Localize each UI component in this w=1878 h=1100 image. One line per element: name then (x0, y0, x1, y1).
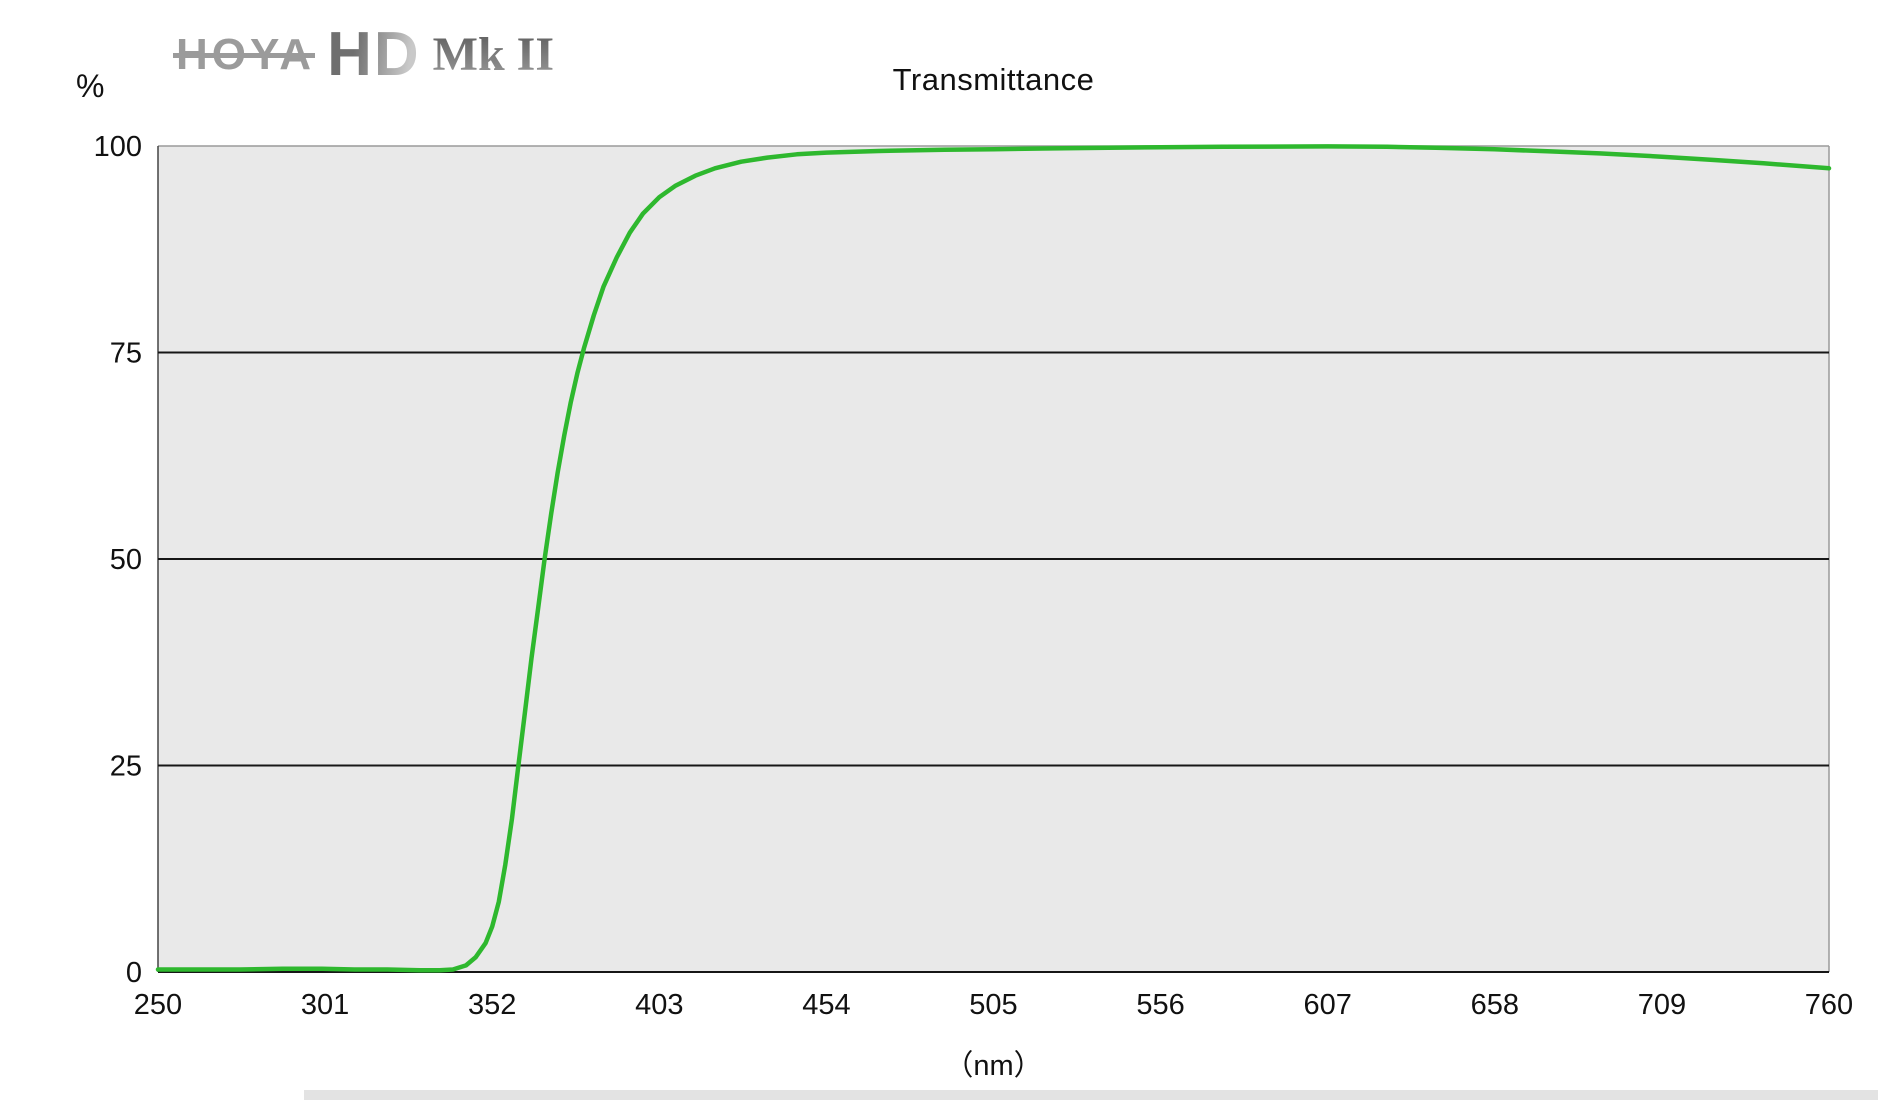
bottom-edge-strip (304, 1090, 1878, 1100)
x-tick-label: 250 (134, 989, 182, 1021)
mk2-logo-text: Mk II (432, 28, 555, 81)
transmittance-curve (155, 144, 1832, 973)
x-tick-label: 403 (635, 989, 683, 1021)
hoya-logo-text: HOYA (172, 30, 316, 79)
y-tick-label: 50 (110, 544, 142, 576)
y-axis-unit-label: % (76, 68, 105, 104)
y-tick-label: 25 (110, 751, 142, 783)
y-tick-label: 75 (110, 338, 142, 370)
hd-logo-text: HD (327, 20, 421, 89)
x-tick-label: 454 (802, 989, 850, 1021)
x-tick-label: 709 (1638, 989, 1686, 1021)
x-tick-label: 352 (468, 989, 516, 1021)
x-axis-label: （nm） (944, 1050, 1043, 1082)
chart-title: Transmittance (892, 62, 1095, 97)
x-tick-label: 556 (1136, 989, 1184, 1021)
x-tick-label: 505 (969, 989, 1017, 1021)
y-tick-label: 100 (94, 131, 142, 163)
x-tick-label: 658 (1471, 989, 1519, 1021)
x-tick-label: 760 (1805, 989, 1853, 1021)
x-tick-label: 607 (1304, 989, 1352, 1021)
x-tick-label: 301 (301, 989, 349, 1021)
y-tick-label: 0 (126, 957, 142, 989)
hoya-hd-mkii-logo: HOYA HD Mk II (172, 20, 555, 89)
